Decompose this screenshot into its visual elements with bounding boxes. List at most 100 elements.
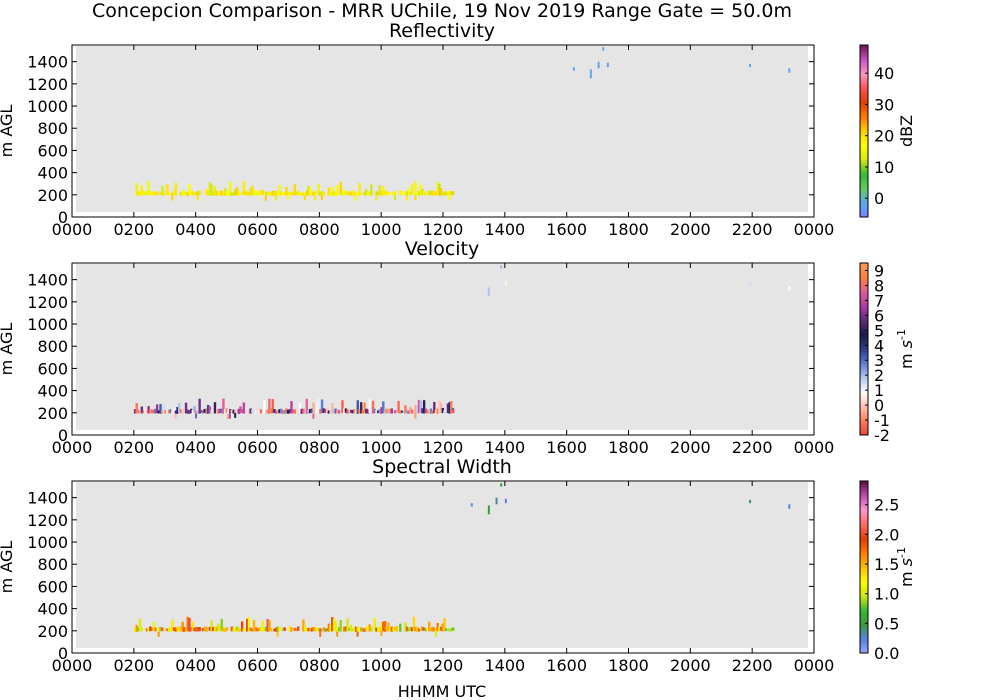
colorbar-segment <box>860 171 868 175</box>
data-cell <box>244 628 247 631</box>
data-cell <box>203 626 206 631</box>
x-tick-label: 0200 <box>113 656 154 675</box>
data-cell <box>405 195 408 201</box>
data-cell <box>416 626 419 632</box>
data-cell <box>256 408 259 414</box>
colorbar-segment <box>860 509 868 514</box>
colorbar-segment <box>860 423 868 427</box>
data-cell <box>443 410 446 414</box>
colorbar-segment <box>860 105 868 109</box>
data-cell <box>239 628 242 631</box>
data-cell <box>424 628 428 632</box>
data-cell <box>246 618 249 632</box>
data-cell <box>291 409 295 413</box>
colorbar-segment <box>860 156 868 161</box>
data-cell <box>157 410 161 414</box>
colorbar-segment <box>860 85 868 89</box>
colorbar-segment <box>860 541 868 545</box>
colorbar-segment <box>860 389 868 393</box>
data-cell <box>331 617 334 632</box>
x-tick-label: 2200 <box>732 438 773 457</box>
data-cell <box>178 626 181 632</box>
data-cell <box>184 191 188 196</box>
data-cell <box>261 620 264 632</box>
colorbar-segment <box>860 263 868 267</box>
colorbar-segment <box>860 294 868 298</box>
data-cell <box>504 280 507 286</box>
data-cell <box>242 628 246 632</box>
data-cell <box>227 409 230 414</box>
data-cell <box>212 409 215 413</box>
colorbar-segment <box>860 552 868 557</box>
data-cell <box>320 190 324 195</box>
data-cell <box>749 499 752 504</box>
data-cell <box>172 190 176 196</box>
colorbar-segment <box>860 409 868 413</box>
data-cell <box>273 191 276 196</box>
data-cell <box>451 409 455 413</box>
data-cell <box>383 409 387 414</box>
colorbar-segment <box>860 265 868 270</box>
colorbar-tick-label: -1 <box>874 411 890 430</box>
data-cell <box>433 191 436 196</box>
data-cell <box>300 192 303 196</box>
colorbar-tick-label: 30 <box>874 95 894 114</box>
colorbar-tick-label: 1.5 <box>874 555 899 574</box>
data-cell <box>317 628 320 632</box>
colorbar-segment <box>860 136 868 141</box>
data-cell <box>269 627 273 632</box>
data-cell <box>310 192 314 196</box>
data-cell <box>329 410 332 414</box>
colorbar-segment <box>860 168 868 172</box>
data-cell <box>320 399 324 413</box>
data-cell <box>266 409 269 414</box>
data-cell <box>405 626 409 632</box>
data-cell <box>392 627 395 631</box>
data-cell <box>218 626 222 632</box>
colorbar-segment <box>860 587 868 591</box>
data-cell <box>166 409 169 414</box>
colorbar-segment <box>860 549 868 554</box>
data-cell <box>280 408 283 414</box>
data-cell <box>363 402 366 414</box>
colorbar-tick-label: 8 <box>874 276 884 295</box>
data-cell <box>273 408 276 413</box>
colorbar-segment <box>860 627 868 631</box>
y-tick-label: 400 <box>37 382 68 401</box>
colorbar-segment <box>860 268 868 273</box>
data-cell <box>441 623 445 632</box>
data-cell <box>380 407 383 414</box>
data-cell <box>433 627 436 632</box>
colorbar-tick-label: 9 <box>874 261 884 280</box>
data-cell <box>351 190 354 196</box>
data-cell <box>183 627 186 632</box>
data-cell <box>247 410 251 414</box>
data-cell <box>222 398 225 414</box>
colorbar-segment <box>860 82 868 86</box>
plot-background <box>76 46 808 212</box>
colorbar-tick-label: 20 <box>874 127 894 146</box>
data-cell <box>445 191 448 196</box>
data-cell <box>416 192 419 196</box>
data-cell <box>363 191 366 196</box>
data-cell <box>208 406 212 414</box>
data-cell <box>417 399 421 414</box>
x-tick-label: 2000 <box>670 220 711 239</box>
data-cell <box>329 192 332 196</box>
data-cell <box>368 624 371 632</box>
data-cell <box>358 182 361 196</box>
data-cell <box>167 409 171 414</box>
data-cell <box>346 409 349 414</box>
data-cell <box>195 192 198 196</box>
data-cell <box>195 413 198 419</box>
data-cell <box>332 191 336 196</box>
data-cell <box>266 619 269 632</box>
data-cell <box>149 626 152 632</box>
colorbar-segment <box>860 165 868 169</box>
y-tick-label: 200 <box>37 622 68 641</box>
data-cell <box>470 285 473 289</box>
data-cell <box>230 192 234 196</box>
data-cell <box>300 408 303 414</box>
data-cell <box>348 627 351 631</box>
data-cell <box>259 409 263 414</box>
